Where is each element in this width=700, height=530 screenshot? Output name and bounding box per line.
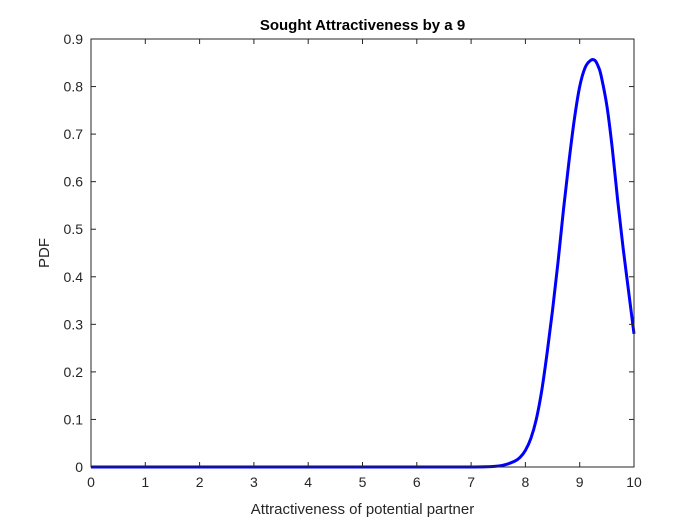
x-tick-label: 1: [141, 474, 149, 490]
x-tick-label: 0: [87, 474, 95, 490]
x-tick-label: 2: [196, 474, 204, 490]
y-tick-label: 0.6: [64, 174, 84, 190]
x-tick-label: 6: [413, 474, 421, 490]
x-tick-label: 7: [467, 474, 475, 490]
x-tick-label: 5: [359, 474, 367, 490]
x-tick-label: 3: [250, 474, 258, 490]
y-tick-label: 0.3: [64, 316, 84, 332]
y-tick-label: 0.5: [64, 221, 84, 237]
y-tick-label: 0.9: [64, 31, 84, 47]
x-axis-label: Attractiveness of potential partner: [251, 501, 474, 518]
y-tick-label: 0: [75, 459, 83, 475]
x-tick-label: 4: [304, 474, 312, 490]
y-tick-label: 0.2: [64, 364, 84, 380]
y-tick-label: 0.8: [64, 79, 84, 95]
y-axis-label: PDF: [36, 238, 53, 268]
chart-title: Sought Attractiveness by a 9: [260, 17, 465, 34]
x-tick-label: 9: [576, 474, 584, 490]
y-tick-label: 0.7: [64, 126, 84, 142]
y-tick-label: 0.1: [64, 411, 84, 427]
x-tick-label: 8: [522, 474, 530, 490]
x-axis-ticks: 0 1 2 3 4 5 6 7 8 9 10: [87, 39, 642, 490]
x-tick-label: 10: [626, 474, 642, 490]
y-tick-label: 0.4: [64, 269, 84, 285]
y-axis-ticks: 0 0.1 0.2 0.3 0.4 0.5 0.6 0.7 0.8 0.9: [64, 31, 634, 475]
plot-area: [91, 39, 634, 467]
